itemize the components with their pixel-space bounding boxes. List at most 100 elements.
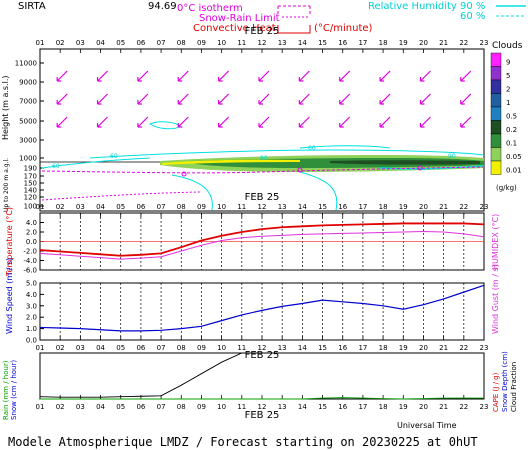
hour-tick-label: 10 bbox=[217, 39, 226, 47]
wind-arrow-icon bbox=[137, 93, 149, 105]
hour-tick-label: 20 bbox=[419, 403, 428, 411]
cloud-band-dark bbox=[330, 160, 480, 165]
cloud-swatch bbox=[490, 106, 502, 121]
hour-tick-label: 02 bbox=[56, 39, 65, 47]
hour-tick-label: 01 bbox=[36, 403, 45, 411]
station-coords: 94.69 bbox=[148, 1, 177, 12]
cloud-swatch bbox=[490, 147, 502, 162]
hour-tick-label: 06 bbox=[136, 344, 145, 352]
height-tick-label: 3000 bbox=[19, 137, 37, 145]
hour-tick-label: 07 bbox=[157, 39, 166, 47]
hour-tick-label: 15 bbox=[318, 39, 327, 47]
wind-arrow-icon bbox=[137, 116, 149, 128]
wind-y-axis: 5.0 4.0 3.0 2.0 1.0 0.0 bbox=[26, 280, 44, 345]
rh-label-4: 90 bbox=[260, 155, 268, 162]
hour-tick-label: 09 bbox=[197, 39, 206, 47]
cloud-level-label: 0.05 bbox=[506, 153, 522, 161]
hour-tick-label: 14 bbox=[298, 203, 307, 211]
wind-arrow-icon bbox=[419, 116, 431, 128]
legend-convective: Convective Heat bbox=[193, 23, 276, 34]
wind-arrow-icon bbox=[218, 93, 230, 105]
wind-series bbox=[39, 284, 485, 332]
hour-tick-label: 02 bbox=[56, 403, 65, 411]
cloud-swatch bbox=[490, 79, 502, 94]
wind-arrow-icon bbox=[56, 70, 68, 82]
wind-panel: 01 02 03 04 05 06 07 08 09 10 11 12 13 14 15 16 17 18 19 20… bbox=[5, 258, 500, 352]
hour-tick-label: 03 bbox=[76, 39, 85, 47]
hour-tick-label: 13 bbox=[278, 203, 287, 211]
wind-arrow-icon bbox=[419, 70, 431, 82]
date-label-top: FEB 25 bbox=[245, 26, 280, 37]
humidex-ylabel: HUMIDEX (°C) bbox=[491, 214, 500, 270]
wind-arrow-icon bbox=[298, 93, 310, 105]
precip-hour-axis: 01 02 03 04 05 06 07 08 09 10 11 12 13 14 15 16 17 18 19 20… bbox=[36, 395, 488, 411]
date-label-p2: FEB 25 bbox=[245, 192, 280, 203]
cloud-title: Clouds bbox=[492, 41, 523, 51]
hour-tick-label: 23 bbox=[480, 344, 489, 352]
precip-panel-frame bbox=[39, 352, 485, 400]
height-ylabel: Height (m a.s.l.) bbox=[1, 76, 10, 141]
temperature-hour-axis: 01 02 03 04 05 06 07 08 09 10 11 12 13 14 15 16 17 18 19 20… bbox=[36, 203, 488, 217]
temperature-tick-label: 2.0 bbox=[26, 229, 37, 237]
snow-rain-path bbox=[41, 191, 201, 201]
cloud-level-label: 5 bbox=[506, 72, 510, 80]
hour-tick-label: 10 bbox=[217, 403, 226, 411]
wind-arrow-icon bbox=[298, 116, 310, 128]
hour-tick-label: 19 bbox=[399, 39, 408, 47]
hour-tick-label: 15 bbox=[318, 344, 327, 352]
x-axis-label: Universal Time bbox=[397, 421, 457, 430]
rh-label-1: 60 bbox=[110, 153, 118, 160]
hour-tick-label: 05 bbox=[116, 403, 125, 411]
height-y-axis: 11000 9000 7000 5000 3000 1000 190170150140120… bbox=[15, 60, 44, 211]
legend-left-keys bbox=[277, 5, 311, 34]
wind-arrow-icon bbox=[460, 116, 472, 128]
rain-ylabel: Rain (mm / hour) bbox=[2, 360, 10, 420]
hour-tick-label: 06 bbox=[136, 39, 145, 47]
legend-isotherm: 0°C isotherm bbox=[177, 3, 243, 14]
wind-tick-label: 0.0 bbox=[26, 337, 37, 345]
hour-tick-label: 03 bbox=[76, 403, 85, 411]
hour-tick-label: 08 bbox=[177, 203, 186, 211]
hour-tick-label: 22 bbox=[459, 39, 468, 47]
cloud-level-label: 0.5 bbox=[506, 113, 517, 121]
hour-tick-label: 20 bbox=[419, 203, 428, 211]
wind-arrow-icon bbox=[258, 116, 270, 128]
wind-arrow-icon bbox=[419, 93, 431, 105]
hour-tick-label: 10 bbox=[217, 203, 226, 211]
hour-tick-label: 10 bbox=[217, 344, 226, 352]
temperature-tick-label: -6.0 bbox=[23, 267, 37, 275]
isotherm-line bbox=[41, 165, 485, 201]
rh-contour-left bbox=[41, 157, 151, 169]
hour-tick-label: 14 bbox=[298, 39, 307, 47]
snow-ylabel: Snow (cm / hour) bbox=[10, 360, 18, 420]
wind-arrow-icon bbox=[258, 93, 270, 105]
hour-tick-label: 01 bbox=[36, 39, 45, 47]
hour-tick-label: 04 bbox=[96, 403, 105, 411]
hour-tick-label: 02 bbox=[56, 203, 65, 211]
wind-arrow-icon bbox=[177, 116, 189, 128]
wind-arrow-icon bbox=[339, 70, 351, 82]
temperature-line bbox=[39, 222, 485, 257]
wind-arrow-icon bbox=[379, 93, 391, 105]
temperature-tick-label: -2.0 bbox=[23, 248, 37, 256]
wind-tick-label: 3.0 bbox=[26, 302, 37, 310]
hour-tick-label: 07 bbox=[157, 203, 166, 211]
cloud-swatch bbox=[490, 133, 502, 148]
hour-tick-label: 14 bbox=[298, 403, 307, 411]
hour-tick-label: 05 bbox=[116, 203, 125, 211]
cloud-level-label: 0.1 bbox=[506, 140, 517, 148]
height-tick-label: 120 bbox=[24, 194, 37, 202]
cloud-fraction-ylabel: Cloud Fraction bbox=[510, 362, 518, 412]
height-tick-label: 1000 bbox=[19, 155, 37, 163]
hour-tick-label: 16 bbox=[338, 203, 347, 211]
wind-arrow-icon bbox=[137, 70, 149, 82]
date-label-p4: FEB 25 bbox=[245, 350, 280, 361]
hour-tick-label: 09 bbox=[197, 403, 206, 411]
cloud-level-label: 2 bbox=[506, 86, 510, 94]
hour-tick-label: 20 bbox=[419, 39, 428, 47]
wind-arrow-icon bbox=[96, 70, 108, 82]
temperature-series bbox=[39, 222, 485, 260]
hour-tick-label: 12 bbox=[258, 344, 267, 352]
snow-depth-ylabel: Snow Depth (cm) bbox=[501, 351, 509, 412]
wind-arrow-icon bbox=[177, 70, 189, 82]
